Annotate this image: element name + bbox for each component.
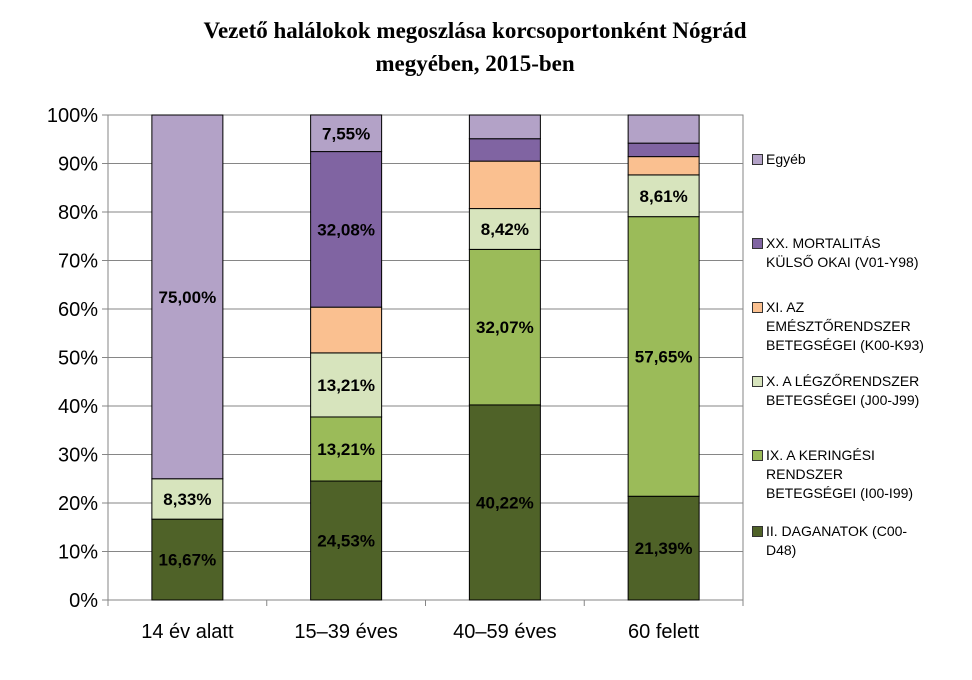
- legend-label-line: Egyéb: [766, 151, 806, 167]
- y-tick-label: 100%: [47, 105, 98, 127]
- data-label: 75,00%: [159, 288, 217, 307]
- chart-title: Vezető halálokok megoszlása korcsoporton…: [60, 14, 890, 80]
- bar-segment: [468, 114, 541, 140]
- legend-label-line: XI. AZ: [766, 299, 805, 315]
- bar-segment: [627, 142, 700, 158]
- legend-label-line: KÜLSŐ OKAI (V01-Y98): [766, 254, 919, 270]
- bar-segment: [468, 160, 541, 210]
- data-label: 7,55%: [322, 124, 370, 143]
- x-tick-label: 15–39 éves: [294, 621, 397, 643]
- legend-swatch: [752, 154, 763, 165]
- legend-label-line: D48): [766, 542, 797, 558]
- chart-title-line-2: megyében, 2015-ben: [375, 51, 575, 76]
- x-tick-label: 14 év alatt: [141, 621, 234, 643]
- bar-segment: [627, 156, 700, 176]
- legend-label: X. A LÉGZŐRENDSZER BETEGSÉGEI (J00-J99): [766, 372, 966, 410]
- legend-label: XX. MORTALITÁS KÜLSŐ OKAI (V01-Y98): [766, 234, 966, 272]
- legend-label-line: XX. MORTALITÁS: [766, 235, 881, 251]
- legend-swatch: [752, 238, 763, 249]
- bar-segment: [627, 114, 700, 144]
- legend-swatch: [752, 450, 763, 461]
- data-label: 24,53%: [317, 532, 375, 551]
- bar-segment: [468, 138, 541, 162]
- data-label: 40,22%: [476, 493, 534, 512]
- data-label: 57,65%: [635, 347, 693, 366]
- legend-swatch: [752, 526, 763, 537]
- legend-label-line: BETEGSÉGEI (I00-I99): [766, 485, 914, 501]
- bar-segment: [468, 208, 541, 250]
- legend-label-line: EMÉSZTŐRENDSZER: [766, 318, 911, 334]
- bar-segment: [310, 306, 383, 354]
- legend-label-line: BETEGSÉGEI (K00-K93): [766, 337, 924, 353]
- y-tick-label: 60%: [58, 299, 98, 321]
- y-tick-label: 40%: [58, 396, 98, 418]
- bar-segment: [151, 518, 224, 601]
- chart-title-line-1: Vezető halálokok megoszlása korcsoporton…: [203, 18, 747, 43]
- legend-swatch: [752, 376, 763, 387]
- y-tick-label: 70%: [58, 251, 98, 273]
- legend-label-line: BETEGSÉGEI (J00-J99): [766, 392, 920, 408]
- legend-label-line: RENDSZER: [766, 466, 844, 482]
- bar-segment: [627, 216, 700, 497]
- y-tick-label: 30%: [58, 445, 98, 467]
- y-tick-label: 50%: [58, 348, 98, 370]
- bar-segment: [310, 480, 383, 601]
- data-label: 16,67%: [159, 551, 217, 570]
- data-label: 21,39%: [635, 539, 693, 558]
- legend-label: IX. A KERINGÉSI RENDSZER BETEGSÉGEI (I00-I…: [766, 446, 966, 503]
- data-label: 8,33%: [163, 490, 211, 509]
- data-label: 13,21%: [317, 376, 375, 395]
- data-label: 13,21%: [317, 440, 375, 459]
- bar-segment: [468, 404, 541, 601]
- bar-segment: [310, 416, 383, 482]
- legend-swatch: [752, 302, 763, 313]
- legend-label: XI. AZ EMÉSZTŐRENDSZER BETEGSÉGEI (K00-K93…: [766, 298, 966, 355]
- bar-segment: [151, 478, 224, 520]
- legend-label: II. DAGANATOK (C00- D48): [766, 522, 966, 560]
- bar-segment: [627, 495, 700, 601]
- bar-segment: [310, 352, 383, 418]
- data-label: 32,08%: [317, 220, 375, 239]
- legend-label-line: II. DAGANATOK (C00-: [766, 523, 908, 539]
- data-label: 32,07%: [476, 318, 534, 337]
- x-tick-label: 40–59 éves: [453, 621, 556, 643]
- legend-label: Egyéb: [766, 150, 966, 169]
- bar-segment: [310, 151, 383, 308]
- data-label: 8,42%: [481, 220, 529, 239]
- bar-segment: [151, 114, 224, 480]
- legend-label-line: X. A LÉGZŐRENDSZER: [766, 373, 920, 389]
- legend-label-line: IX. A KERINGÉSI: [766, 447, 875, 463]
- y-tick-label: 20%: [58, 493, 98, 515]
- y-tick-label: 10%: [58, 542, 98, 564]
- y-tick-label: 90%: [58, 154, 98, 176]
- y-tick-label: 80%: [58, 202, 98, 224]
- bar-segment: [627, 174, 700, 218]
- bar-segment: [310, 114, 383, 153]
- data-label: 8,61%: [640, 187, 688, 206]
- x-tick-label: 60 felett: [628, 621, 700, 643]
- y-tick-label: 0%: [69, 590, 98, 612]
